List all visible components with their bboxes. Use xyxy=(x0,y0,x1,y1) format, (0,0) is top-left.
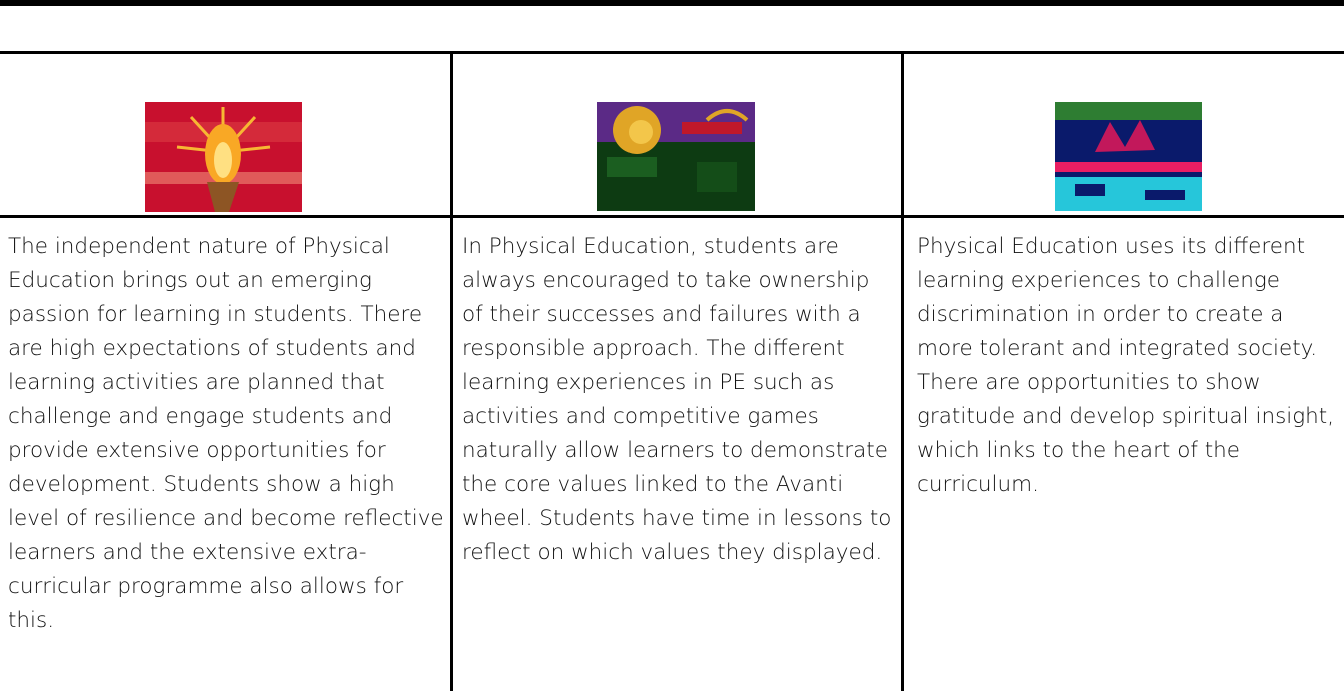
row-border xyxy=(0,215,1344,218)
cell-text: The independent nature of Physical Educa… xyxy=(8,234,444,633)
cell-text: In Physical Education, students are alwa… xyxy=(462,234,892,565)
column-border xyxy=(901,52,904,691)
column-border xyxy=(450,52,453,691)
row-border xyxy=(0,51,1344,54)
crest-image xyxy=(1055,102,1202,211)
torch-image xyxy=(145,102,302,212)
lion-image xyxy=(597,102,755,211)
cell-text: Physical Education uses its different le… xyxy=(917,234,1335,497)
top-border xyxy=(0,0,1344,6)
